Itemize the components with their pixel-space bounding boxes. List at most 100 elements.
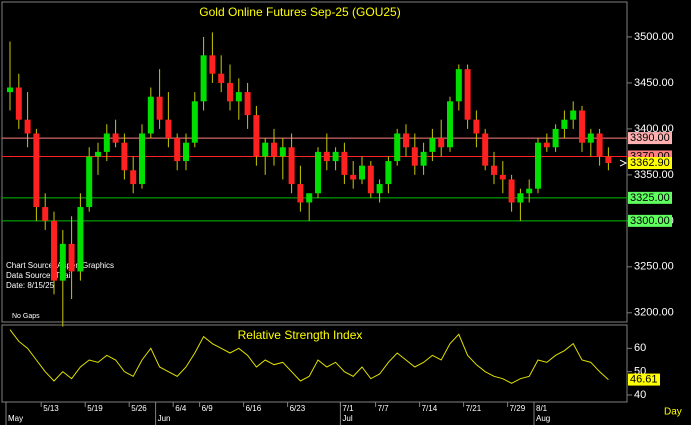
- candle-body: [455, 69, 462, 102]
- annotation: No Gaps: [12, 313, 40, 320]
- candle-body: [218, 73, 225, 83]
- x-tick-label: 6/16: [246, 404, 262, 413]
- annotation: Data Source: Thai: [6, 271, 71, 280]
- candle-body: [403, 133, 409, 148]
- candle-body: [51, 220, 57, 281]
- x-tick-label: 8/1: [536, 404, 548, 413]
- candle-body: [499, 174, 506, 180]
- x-tick-label: 7/29: [510, 404, 526, 413]
- month-label: Aug: [536, 414, 550, 423]
- x-tick-label: 6/4: [175, 404, 187, 413]
- month-label: May: [8, 414, 23, 423]
- candle-body: [288, 147, 295, 185]
- candle-body: [271, 142, 277, 157]
- candle-body: [7, 87, 13, 93]
- candle-body: [473, 119, 480, 134]
- rsi-title: Relative Strength Index: [238, 328, 363, 342]
- candle-body: [587, 133, 594, 143]
- y-tick-label: 60: [634, 342, 646, 354]
- x-tick-label: 7/7: [378, 404, 390, 413]
- chart-title: Gold Online Futures Sep-25 (GOU25): [199, 5, 400, 19]
- candle-body: [552, 128, 559, 148]
- candle-body: [411, 147, 418, 166]
- rsi-value-box: [628, 373, 660, 386]
- candle-body: [42, 207, 49, 221]
- candle-body: [103, 133, 110, 152]
- month-label: Jul: [342, 414, 352, 423]
- candle-body: [147, 96, 154, 134]
- candle-body: [191, 101, 198, 143]
- candle-body: [112, 133, 119, 143]
- candle-body: [262, 142, 269, 157]
- candle-body: [77, 207, 84, 272]
- y-tick-label: 3400.00: [634, 123, 674, 135]
- candle-body: [464, 69, 471, 120]
- level-label: 3390.00: [630, 132, 670, 144]
- x-tick-label: 5/19: [87, 404, 103, 413]
- month-label: Jun: [158, 414, 171, 423]
- candle-body: [579, 110, 585, 143]
- candle-body: [306, 193, 313, 203]
- candle-body: [517, 193, 524, 203]
- candle-body: [570, 110, 577, 120]
- y-tick-label: 3450.00: [634, 77, 674, 89]
- candle-body: [491, 165, 497, 175]
- candle-body: [235, 92, 242, 102]
- candle-body: [15, 87, 22, 120]
- x-tick-label: 6/9: [202, 404, 214, 413]
- candle-body: [297, 184, 304, 203]
- level-box: [628, 191, 672, 204]
- candle-body: [121, 142, 128, 171]
- x-axis-label: Day: [664, 407, 682, 418]
- candle-body: [33, 133, 40, 208]
- level-label: 3300.00: [630, 215, 670, 227]
- y-tick-label: 3500.00: [634, 31, 674, 43]
- candle-body: [367, 165, 374, 194]
- candle-body: [438, 138, 445, 148]
- candle-body: [209, 55, 216, 74]
- rsi-value-label: 46.61: [630, 373, 658, 385]
- candle-body: [200, 55, 207, 102]
- candle-body: [535, 142, 541, 189]
- candle-body: [350, 174, 357, 180]
- candle-body: [359, 165, 365, 180]
- candle-body: [24, 119, 31, 134]
- x-tick-label: 5/26: [131, 404, 147, 413]
- rsi-line: [9, 329, 609, 384]
- candle-body: [332, 151, 339, 162]
- candle-body: [253, 115, 260, 157]
- candle-body: [156, 96, 163, 120]
- y-tick-label: 3250.00: [634, 261, 674, 273]
- candle-body: [68, 243, 75, 272]
- candle-body: [315, 151, 321, 194]
- last-price-box: [628, 157, 672, 170]
- annotation: Date: 8/15/25: [6, 281, 55, 290]
- candle-body: [376, 184, 383, 194]
- candle-body: [244, 92, 251, 116]
- candle-body: [420, 151, 427, 166]
- level-label: 3325.00: [630, 192, 670, 204]
- x-tick-label: 6/23: [290, 404, 306, 413]
- candle-body: [508, 179, 515, 203]
- level-box: [628, 132, 672, 145]
- last-price-label: 3362.90: [630, 157, 670, 169]
- y-tick-label: 3350.00: [634, 169, 674, 181]
- x-tick-label: 7/14: [422, 404, 438, 413]
- last-price-arrow: [619, 159, 628, 167]
- candle-body: [323, 151, 330, 162]
- candle-body: [59, 243, 66, 281]
- candle-body: [95, 151, 101, 157]
- x-tick-label: 7/21: [466, 404, 482, 413]
- candle-body: [165, 119, 172, 139]
- candle-body: [86, 156, 93, 208]
- candle-body: [183, 142, 189, 162]
- level-box: [628, 214, 672, 227]
- x-tick-label: 5/13: [43, 404, 59, 413]
- y-tick-label: 3200.00: [634, 307, 674, 319]
- candle-body: [605, 156, 612, 164]
- candle-body: [447, 101, 453, 148]
- candle-body: [385, 161, 392, 185]
- candle-body: [561, 119, 568, 129]
